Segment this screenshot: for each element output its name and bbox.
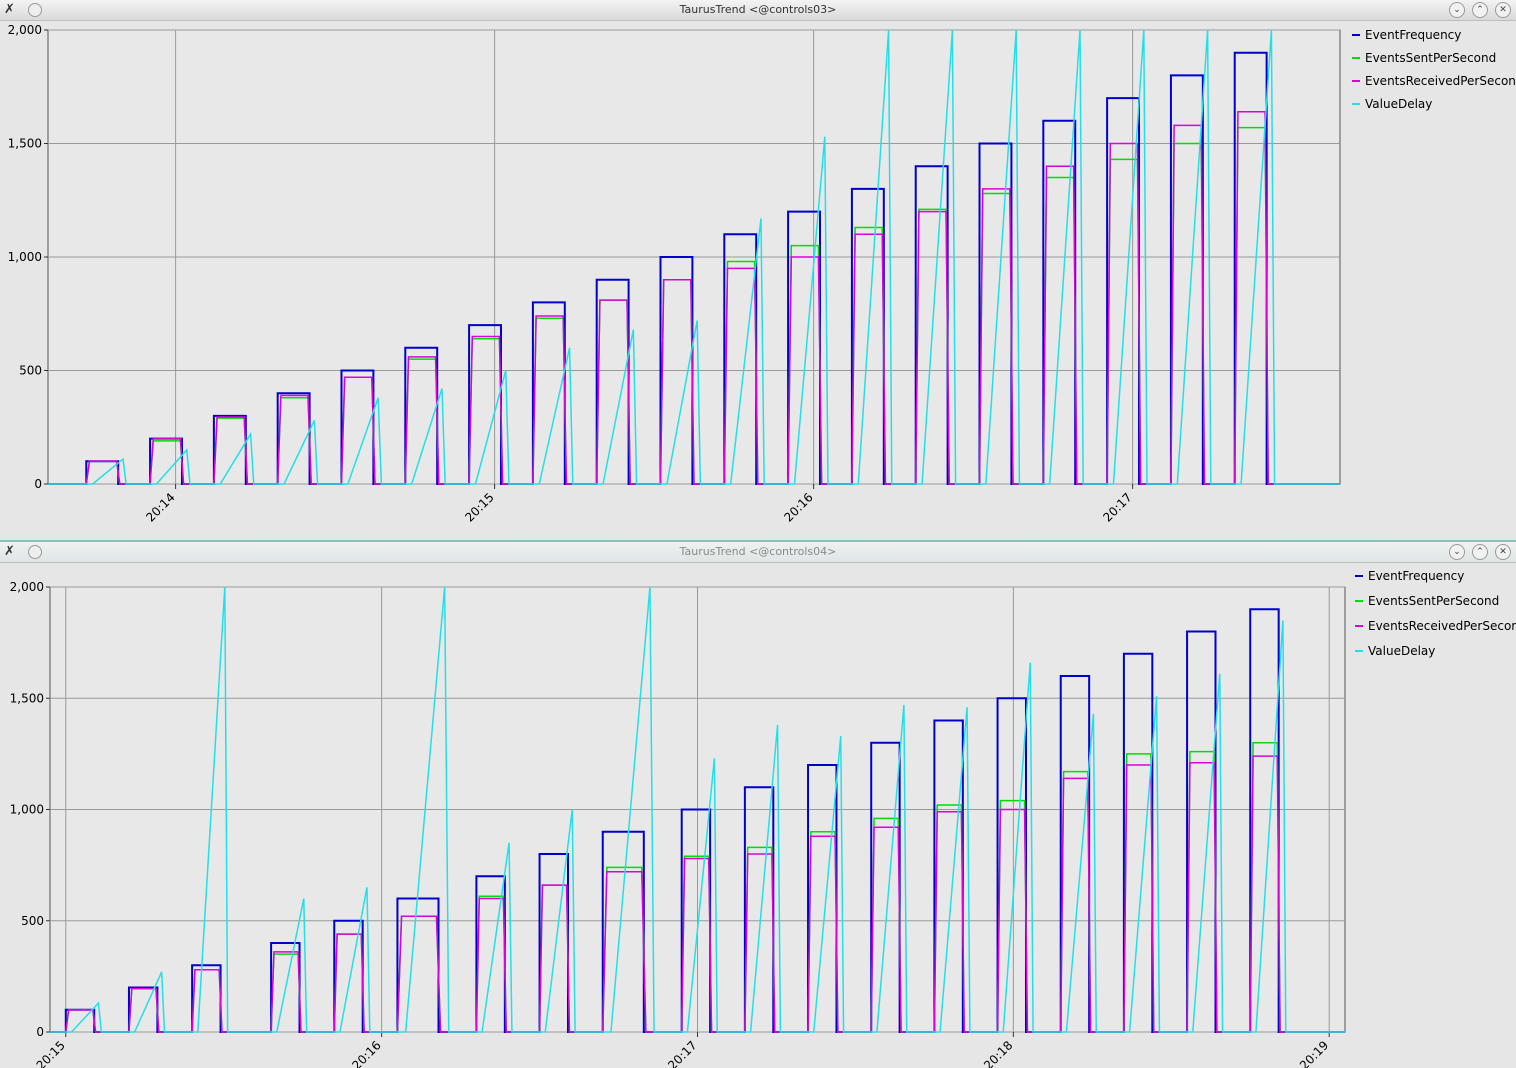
pin-circle-icon[interactable] [28, 545, 42, 559]
y-tick-label: 0 [36, 1025, 44, 1039]
legend-swatch [1355, 599, 1363, 602]
trend-chart[interactable]: 0 500 1,000 1,500 2,000 20:15 20:16 20:17 20:18 2… [0, 560, 1516, 1068]
legend-label: EventsSentPerSecond [1368, 593, 1500, 608]
legend-item-value-delay[interactable]: ValueDelay [1352, 92, 1516, 115]
y-tick-label: 1,500 [10, 691, 44, 705]
x-tick-label: 20:17 [665, 1038, 699, 1068]
y-tick-label: 2,000 [8, 23, 42, 37]
window-title: TaurusTrend <@controls04> [679, 545, 837, 558]
x-tick-label: 20:14 [143, 490, 177, 524]
y-tick-label: 1,500 [8, 137, 42, 151]
maximize-icon[interactable]: ⌃ [1472, 2, 1488, 18]
legend-label: EventsSentPerSecond [1365, 50, 1497, 65]
minimize-icon[interactable]: ⌄ [1449, 2, 1465, 18]
y-tick-label: 0 [34, 477, 42, 491]
x-tick-label: 20:16 [781, 490, 815, 524]
legend-label: ValueDelay [1368, 643, 1436, 658]
legend-label: ValueDelay [1365, 96, 1433, 111]
minimize-icon[interactable]: ⌄ [1449, 544, 1465, 560]
x-tick-label: 20:17 [1100, 490, 1134, 524]
pin-circle-icon[interactable] [28, 3, 42, 17]
y-tick-label: 500 [21, 914, 44, 928]
legend-swatch [1352, 33, 1360, 36]
legend-item-events-received[interactable]: EventsReceivedPerSecond [1355, 613, 1516, 638]
x-tick-label: 20:15 [462, 490, 496, 524]
legend-item-events-sent[interactable]: EventsSentPerSecond [1355, 588, 1516, 613]
legend-item-events-received[interactable]: EventsReceivedPerSecond [1352, 69, 1516, 92]
maximize-icon[interactable]: ⌃ [1472, 544, 1488, 560]
series-value-delay [50, 586, 1345, 1033]
legend-swatch [1355, 649, 1363, 652]
y-tick-label: 500 [19, 364, 42, 378]
x-tick-label: 20:15 [34, 1038, 68, 1068]
legend-swatch [1352, 56, 1360, 59]
y-tick-label: 2,000 [10, 580, 44, 594]
legend-item-value-delay[interactable]: ValueDelay [1355, 638, 1516, 663]
legend-item-events-sent[interactable]: EventsSentPerSecond [1352, 46, 1516, 69]
legend-swatch [1355, 624, 1363, 627]
x-tick-label: 20:19 [1297, 1038, 1331, 1068]
legend-swatch [1352, 79, 1360, 82]
series-value-delay [48, 29, 1340, 485]
legend-label: EventFrequency [1368, 568, 1465, 583]
legend-swatch [1352, 102, 1360, 105]
close-icon[interactable]: ✕ [1495, 2, 1511, 18]
x-tick-label: 20:16 [349, 1038, 383, 1068]
window-title: TaurusTrend <@controls03> [679, 3, 837, 16]
y-tick-label: 1,000 [10, 803, 44, 817]
x-logo-icon[interactable]: ✗ [4, 2, 15, 17]
legend-item-event-frequency[interactable]: EventFrequency [1355, 563, 1516, 588]
title-bar[interactable]: ✗ TaurusTrend <@controls03> ⌄ ⌃ ✕ [0, 0, 1516, 21]
trend-window-controls03: ✗ TaurusTrend <@controls03> ⌄ ⌃ ✕ 0 500 1,… [0, 0, 1516, 540]
legend-label: EventFrequency [1365, 27, 1462, 42]
x-logo-icon[interactable]: ✗ [4, 544, 15, 559]
chart-legend: EventFrequency EventsSentPerSecond Event… [1352, 23, 1516, 115]
close-icon[interactable]: ✕ [1495, 544, 1511, 560]
title-bar[interactable]: ✗ TaurusTrend <@controls04> ⌄ ⌃ ✕ [0, 540, 1516, 563]
trend-chart[interactable]: 0 500 1,000 1,500 2,000 20:14 20:15 20:16 20:17 [0, 20, 1516, 540]
x-tick-label: 20:18 [981, 1038, 1015, 1068]
legend-label: EventsReceivedPerSecond [1365, 73, 1516, 88]
legend-swatch [1355, 574, 1363, 577]
legend-item-event-frequency[interactable]: EventFrequency [1352, 23, 1516, 46]
chart-legend: EventFrequency EventsSentPerSecond Event… [1355, 563, 1516, 663]
trend-window-controls04: ✗ TaurusTrend <@controls04> ⌄ ⌃ ✕ 0 500 1,… [0, 540, 1516, 1068]
y-tick-label: 1,000 [8, 250, 42, 264]
legend-label: EventsReceivedPerSecond [1368, 618, 1516, 633]
